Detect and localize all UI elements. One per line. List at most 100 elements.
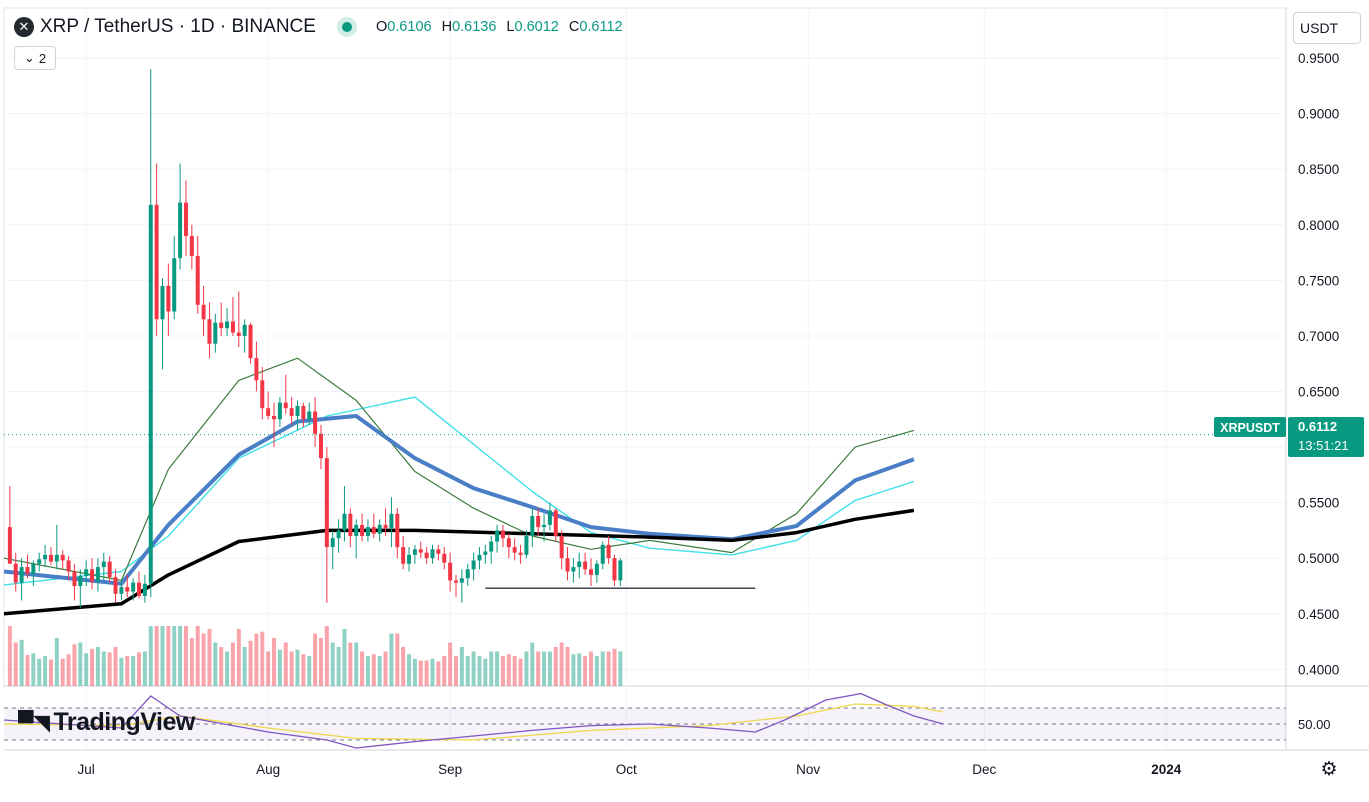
candle-body <box>354 524 359 536</box>
volume-bar <box>230 642 235 686</box>
y-tick-label: 0.5500 <box>1298 496 1339 511</box>
volume-bar <box>536 651 541 686</box>
candle-body <box>60 554 65 561</box>
volume-bar <box>448 642 453 686</box>
volume-bar <box>72 644 77 686</box>
rsi-ma-line <box>3 703 944 741</box>
x-tick-label: Nov <box>796 762 820 777</box>
candle-body <box>307 411 312 420</box>
candle-body <box>95 567 100 582</box>
x-tick-label: Sep <box>438 762 462 777</box>
x-tick-label: Oct <box>616 762 637 777</box>
volume-bar <box>277 649 282 686</box>
volume-bar <box>43 656 48 686</box>
candle-body <box>436 549 441 554</box>
price-tag: XRPUSDT 0.6112 13:51:21 <box>1214 417 1364 457</box>
volume-bar <box>360 651 365 686</box>
symbol-title[interactable]: XRP / TetherUS · 1D · BINANCE <box>40 16 316 37</box>
candle-body <box>465 569 470 579</box>
candle-body <box>424 552 429 559</box>
candle-body <box>589 569 593 575</box>
currency-button[interactable]: USDT <box>1293 12 1361 44</box>
candle-body <box>201 304 206 320</box>
candle-body <box>383 524 388 529</box>
candle-body <box>565 558 570 572</box>
candle-body <box>577 561 582 568</box>
volume-bar <box>418 660 423 686</box>
volume-bar <box>289 651 294 686</box>
volume-bar <box>383 651 388 686</box>
candle-body <box>195 255 200 305</box>
candle-body <box>360 524 365 536</box>
candle-body <box>518 552 523 555</box>
y-tick-label: 0.8500 <box>1298 162 1339 177</box>
ma-mid-line <box>3 414 915 586</box>
volume-bar <box>330 642 335 686</box>
ohlc-readout: O0.6106 H0.6136 L0.6012 C0.6112 <box>376 19 623 35</box>
candle-body <box>401 547 406 564</box>
volume-bar <box>142 651 147 686</box>
x-tick-label: Dec <box>972 762 996 777</box>
candle-body <box>301 405 306 420</box>
volume-bar <box>95 647 100 686</box>
volume-bar <box>154 626 159 686</box>
candle-body <box>236 332 241 336</box>
volume-bar <box>324 626 329 686</box>
volume-bar <box>489 651 494 686</box>
candle-body <box>37 559 42 564</box>
volume-bar <box>589 651 593 686</box>
volume-bar <box>518 658 523 686</box>
x-tick-label: Aug <box>256 762 280 777</box>
y-tick-label: 0.5000 <box>1298 551 1339 566</box>
volume-bar <box>583 656 588 686</box>
y-tick-label: 0.7500 <box>1298 273 1339 288</box>
candle-body <box>137 582 142 596</box>
volume-bar <box>183 626 188 686</box>
candle-body <box>289 408 294 416</box>
candle-body <box>430 549 435 559</box>
candle-body <box>178 202 183 259</box>
volume-bar <box>559 642 564 686</box>
candle-body <box>471 560 476 570</box>
candle-body <box>559 535 564 559</box>
volume-bar <box>78 642 83 686</box>
candle-body <box>101 561 106 568</box>
ohlc-close: C0.6112 <box>568 19 623 35</box>
candle-body <box>230 321 235 333</box>
candle-body <box>348 513 353 536</box>
candle-body <box>154 204 159 320</box>
volume-bar <box>125 656 130 686</box>
volume-bar <box>477 656 482 686</box>
volume-bar <box>113 647 118 686</box>
candle-body <box>313 411 318 434</box>
branding-text: TradingView <box>53 708 196 736</box>
volume-bar <box>131 656 136 686</box>
candlesticks <box>7 69 623 609</box>
candle-body <box>453 580 458 583</box>
candle-body <box>248 324 253 359</box>
indicators-toggle-button[interactable]: ⌄ 2 <box>14 46 56 70</box>
volume-bar <box>225 651 230 686</box>
candle-body <box>160 285 165 320</box>
candle-body <box>166 285 171 312</box>
candle-body <box>43 554 48 560</box>
tradingview-logo[interactable]: ▀◥ TradingView <box>18 708 195 737</box>
volume-bar <box>506 654 511 686</box>
candle-body <box>66 560 71 572</box>
price-axis[interactable]: 0.9500 0.9000 0.8500 0.8000 0.7500 0.7000 0.65… <box>1298 51 1339 677</box>
volume-bar <box>283 642 288 686</box>
volume-bar <box>606 651 611 686</box>
settings-gear-icon[interactable]: ⚙ <box>1320 758 1338 780</box>
x-tick-label: 2024 <box>1151 762 1182 777</box>
time-axis[interactable]: Jul Aug Sep Oct Nov Dec 2024 <box>78 762 1182 777</box>
volume-bar <box>172 626 177 686</box>
volume-bar <box>453 656 458 686</box>
candle-body <box>90 569 95 582</box>
rsi-pane <box>3 692 1286 749</box>
candle-body <box>618 560 623 581</box>
candle-body <box>189 235 194 256</box>
volume-bar <box>195 626 200 686</box>
volume-bar <box>48 659 53 686</box>
candle-body <box>377 524 382 534</box>
